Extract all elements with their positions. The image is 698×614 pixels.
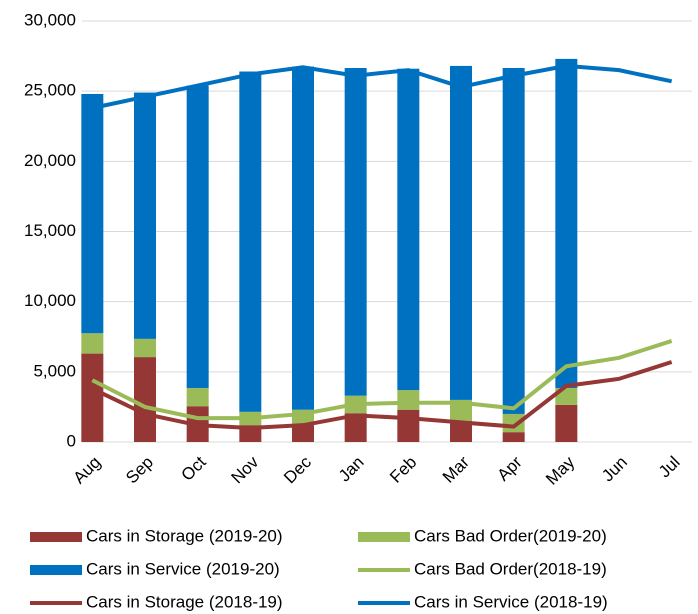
bar bbox=[292, 66, 314, 410]
bar bbox=[450, 420, 472, 442]
legend-swatch bbox=[30, 565, 82, 575]
bar bbox=[134, 92, 156, 339]
legend-label: Cars Bad Order(2018-19) bbox=[414, 559, 607, 578]
y-tick-label: 15,000 bbox=[24, 221, 76, 240]
x-tick-label: Nov bbox=[228, 452, 263, 487]
x-tick-label: Aug bbox=[70, 453, 105, 488]
bar bbox=[502, 432, 525, 442]
y-tick-label: 30,000 bbox=[24, 10, 76, 29]
x-tick-label: Feb bbox=[386, 453, 420, 487]
bar bbox=[186, 387, 209, 407]
x-tick-label: Oct bbox=[178, 452, 210, 484]
x-tick-label: Mar bbox=[439, 452, 473, 486]
y-tick-label: 10,000 bbox=[24, 291, 76, 310]
x-tick-label: Jul bbox=[655, 453, 684, 482]
bar bbox=[502, 68, 525, 414]
line bbox=[91, 339, 673, 421]
bar bbox=[555, 404, 578, 442]
line bbox=[91, 360, 673, 430]
bar bbox=[555, 58, 578, 388]
bar bbox=[292, 425, 314, 442]
bar bbox=[81, 333, 104, 354]
x-tick-label: May bbox=[542, 452, 578, 488]
y-tick-label: 20,000 bbox=[24, 151, 76, 170]
legend-label: Cars Bad Order(2019-20) bbox=[414, 526, 607, 545]
legend-label: Cars in Service (2018-19) bbox=[414, 592, 608, 611]
y-tick-label: 25,000 bbox=[24, 81, 76, 100]
bar bbox=[397, 68, 420, 391]
x-tick-label: Jun bbox=[598, 453, 631, 486]
bar bbox=[134, 357, 156, 442]
bar bbox=[134, 338, 156, 358]
legend-swatch bbox=[30, 532, 82, 542]
bar bbox=[239, 71, 262, 412]
bar bbox=[397, 409, 420, 442]
bar bbox=[450, 65, 472, 400]
x-tick-label: Sep bbox=[122, 453, 157, 488]
legend-label: Cars in Storage (2018-19) bbox=[86, 592, 283, 611]
y-tick-label: 0 bbox=[67, 431, 76, 450]
bar bbox=[397, 390, 420, 410]
line bbox=[91, 63, 673, 110]
legend-label: Cars in Storage (2019-20) bbox=[86, 526, 283, 545]
bar bbox=[344, 413, 367, 442]
bar bbox=[81, 93, 104, 334]
bar bbox=[81, 353, 104, 442]
y-tick-label: 5,000 bbox=[33, 361, 76, 380]
bar bbox=[186, 85, 209, 388]
legend-label: Cars in Service (2019-20) bbox=[86, 559, 280, 578]
x-tick-label: Dec bbox=[280, 452, 315, 487]
x-tick-label: Apr bbox=[494, 452, 526, 484]
legend-swatch bbox=[358, 532, 410, 542]
x-tick-label: Jan bbox=[335, 453, 368, 486]
bar bbox=[344, 68, 367, 396]
